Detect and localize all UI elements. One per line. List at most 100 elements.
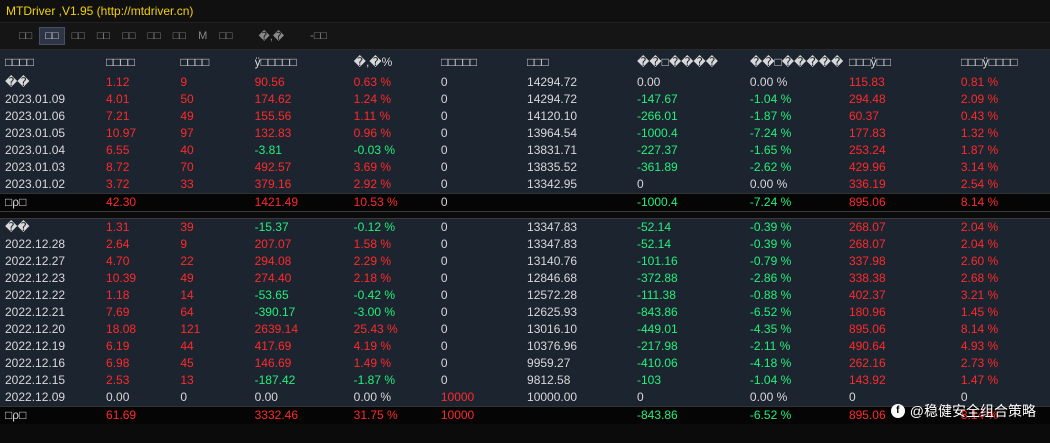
toolbar-tab-10[interactable]: -□□ [305,28,332,44]
table-cell: -2.11 % [750,338,849,355]
table-row[interactable]: �� 1.12 9 90.56 0.63 % 0 14294.72 0.00 0.00 % 115… [0,74,1050,91]
table-cell: 2.73 % [961,355,1050,372]
table-cell: 1.11 % [354,108,441,125]
table-cell: 268.07 [849,236,961,253]
column-header-3[interactable]: ÿ□□□□□ [255,50,354,74]
table-cell: 0.00 [106,389,180,406]
column-header-8[interactable]: ��□����� [750,50,849,74]
table-row[interactable]: 2023.01.04 6.55 40 -3.81 -0.03 % 0 13831.71 -22… [0,142,1050,159]
table-row[interactable]: 2023.01.06 7.21 49 155.56 1.11 % 0 14120.10 -26… [0,108,1050,125]
column-header-4[interactable]: �,�% [354,50,441,74]
table-row[interactable]: 2022.12.22 1.18 14 -53.65 -0.42 % 0 12572.28 -1… [0,287,1050,304]
table-cell: -3.00 % [354,304,441,321]
table-row[interactable]: 2023.01.03 8.72 70 492.57 3.69 % 0 13835.52 -36… [0,159,1050,176]
table-cell: 0 [441,125,527,142]
toolbar-tab-3[interactable]: □□ [92,28,115,44]
table-cell: 6.19 [106,338,180,355]
table-cell: 18.08 [106,321,180,338]
table-cell: -147.67 [637,91,750,108]
toolbar-tab-4[interactable]: □□ [117,28,140,44]
toolbar-tab-5[interactable]: □□ [142,28,165,44]
table-cell: 44 [180,338,254,355]
column-header-10[interactable]: □□□ÿ□□□□ [961,50,1050,74]
toolbar-tab-0[interactable]: □□ [14,28,37,44]
table-cell: 6.98 [106,355,180,372]
column-header-6[interactable]: □□□ [527,50,637,74]
table-cell: 7.69 [106,304,180,321]
table-row[interactable]: 2022.12.20 18.08 121 2639.14 25.43 % 0 13016.1… [0,321,1050,338]
table-row[interactable]: 2022.12.16 6.98 45 146.69 1.49 % 0 9959.27 -410… [0,355,1050,372]
table-cell: 2022.12.21 [0,304,106,321]
column-header-2[interactable]: □□□□ [180,50,254,74]
table-cell: 2022.12.20 [0,321,106,338]
table-cell: 2.29 % [354,253,441,270]
column-header-7[interactable]: ��□���� [637,50,750,74]
table-cell: 1.24 % [354,91,441,108]
table-cell: -2.86 % [750,270,849,287]
table-cell: 3.72 [106,176,180,193]
table-separator[interactable] [0,211,1050,219]
table-cell: 207.07 [255,236,354,253]
table-row[interactable]: 2023.01.02 3.72 33 379.16 2.92 % 0 13342.95 0 0.… [0,176,1050,193]
table-cell: 61.69 [106,407,180,424]
toolbar-tab-2[interactable]: □□ [67,28,90,44]
table-row[interactable]: �� 1.31 39 -15.37 -0.12 % 0 13347.83 -52.14 -0.3… [0,219,1050,236]
column-header-9[interactable]: □□□ÿ□□ [849,50,961,74]
table-row[interactable]: 2022.12.15 2.53 13 -187.42 -1.87 % 0 9812.58 -1… [0,372,1050,389]
table-row[interactable]: 2023.01.09 4.01 50 174.62 1.24 % 0 14294.72 -14… [0,91,1050,108]
table-cell: 1.47 % [961,372,1050,389]
table-cell: 14120.10 [527,108,637,125]
table-cell: 25.43 % [354,321,441,338]
column-header-1[interactable]: □□□□ [106,50,180,74]
table-cell: 0 [441,372,527,389]
table-cell: 10.39 [106,270,180,287]
table-cell: 0 [441,287,527,304]
table-cell: 177.83 [849,125,961,142]
table-cell: -0.12 % [354,219,441,236]
table-cell: 0.00 % [750,74,849,91]
table-cell: 50 [180,91,254,108]
table-cell: 2023.01.09 [0,91,106,108]
table-cell: -1.87 % [354,372,441,389]
column-header-0[interactable]: □□□□ [0,50,106,74]
table-cell: 2022.12.16 [0,355,106,372]
table-row[interactable]: 2022.12.28 2.64 9 207.07 1.58 % 0 13347.83 -52.… [0,236,1050,253]
table-row[interactable]: 2022.12.19 6.19 44 417.69 4.19 % 0 10376.96 -21… [0,338,1050,355]
table-cell: -52.14 [637,236,750,253]
table-cell: 0 [441,91,527,108]
toolbar-tab-1[interactable]: □□ [39,27,64,45]
table-cell: -1000.4 [637,125,750,142]
table-cell: -1.04 % [750,91,849,108]
table-cell: 90.56 [255,74,354,91]
table-cell: 0.00 [255,389,354,406]
table-cell: 12572.28 [527,287,637,304]
table-cell: -843.86 [637,407,750,424]
table-cell: -372.88 [637,270,750,287]
toolbar-tab-6[interactable]: □□ [168,28,191,44]
table-row[interactable]: 2022.12.27 4.70 22 294.08 2.29 % 0 13140.76 -10… [0,253,1050,270]
table-cell: 7.21 [106,108,180,125]
table-cell: 402.37 [849,287,961,304]
table-cell: 8.14 % [961,194,1050,211]
table-row[interactable]: 2023.01.05 10.97 97 132.83 0.96 % 0 13964.54 -1… [0,125,1050,142]
table-cell: 42.30 [106,194,180,211]
toolbar-tab-8[interactable]: □□ [214,28,237,44]
table-cell: -0.88 % [750,287,849,304]
toolbar-tab-7[interactable]: M [193,28,212,44]
table-row[interactable]: 2022.12.23 10.39 49 274.40 2.18 % 0 12846.68 -3… [0,270,1050,287]
table-cell: 155.56 [255,108,354,125]
table-cell: -15.37 [255,219,354,236]
table-cell: 10376.96 [527,338,637,355]
toolbar-tab-9[interactable]: �,� [254,28,290,45]
weibo-icon: f [891,404,905,418]
table-cell: 0 [637,389,750,406]
table-cell: -103 [637,372,750,389]
column-header-5[interactable]: □□□□□ [441,50,527,74]
table-cell: 12625.93 [527,304,637,321]
table-cell: -0.42 % [354,287,441,304]
table-row[interactable]: 2022.12.21 7.69 64 -390.17 -3.00 % 0 12625.93 -… [0,304,1050,321]
table-cell: 429.96 [849,159,961,176]
table-cell: -449.01 [637,321,750,338]
table-cell: 13 [180,372,254,389]
table-cell: 9959.27 [527,355,637,372]
